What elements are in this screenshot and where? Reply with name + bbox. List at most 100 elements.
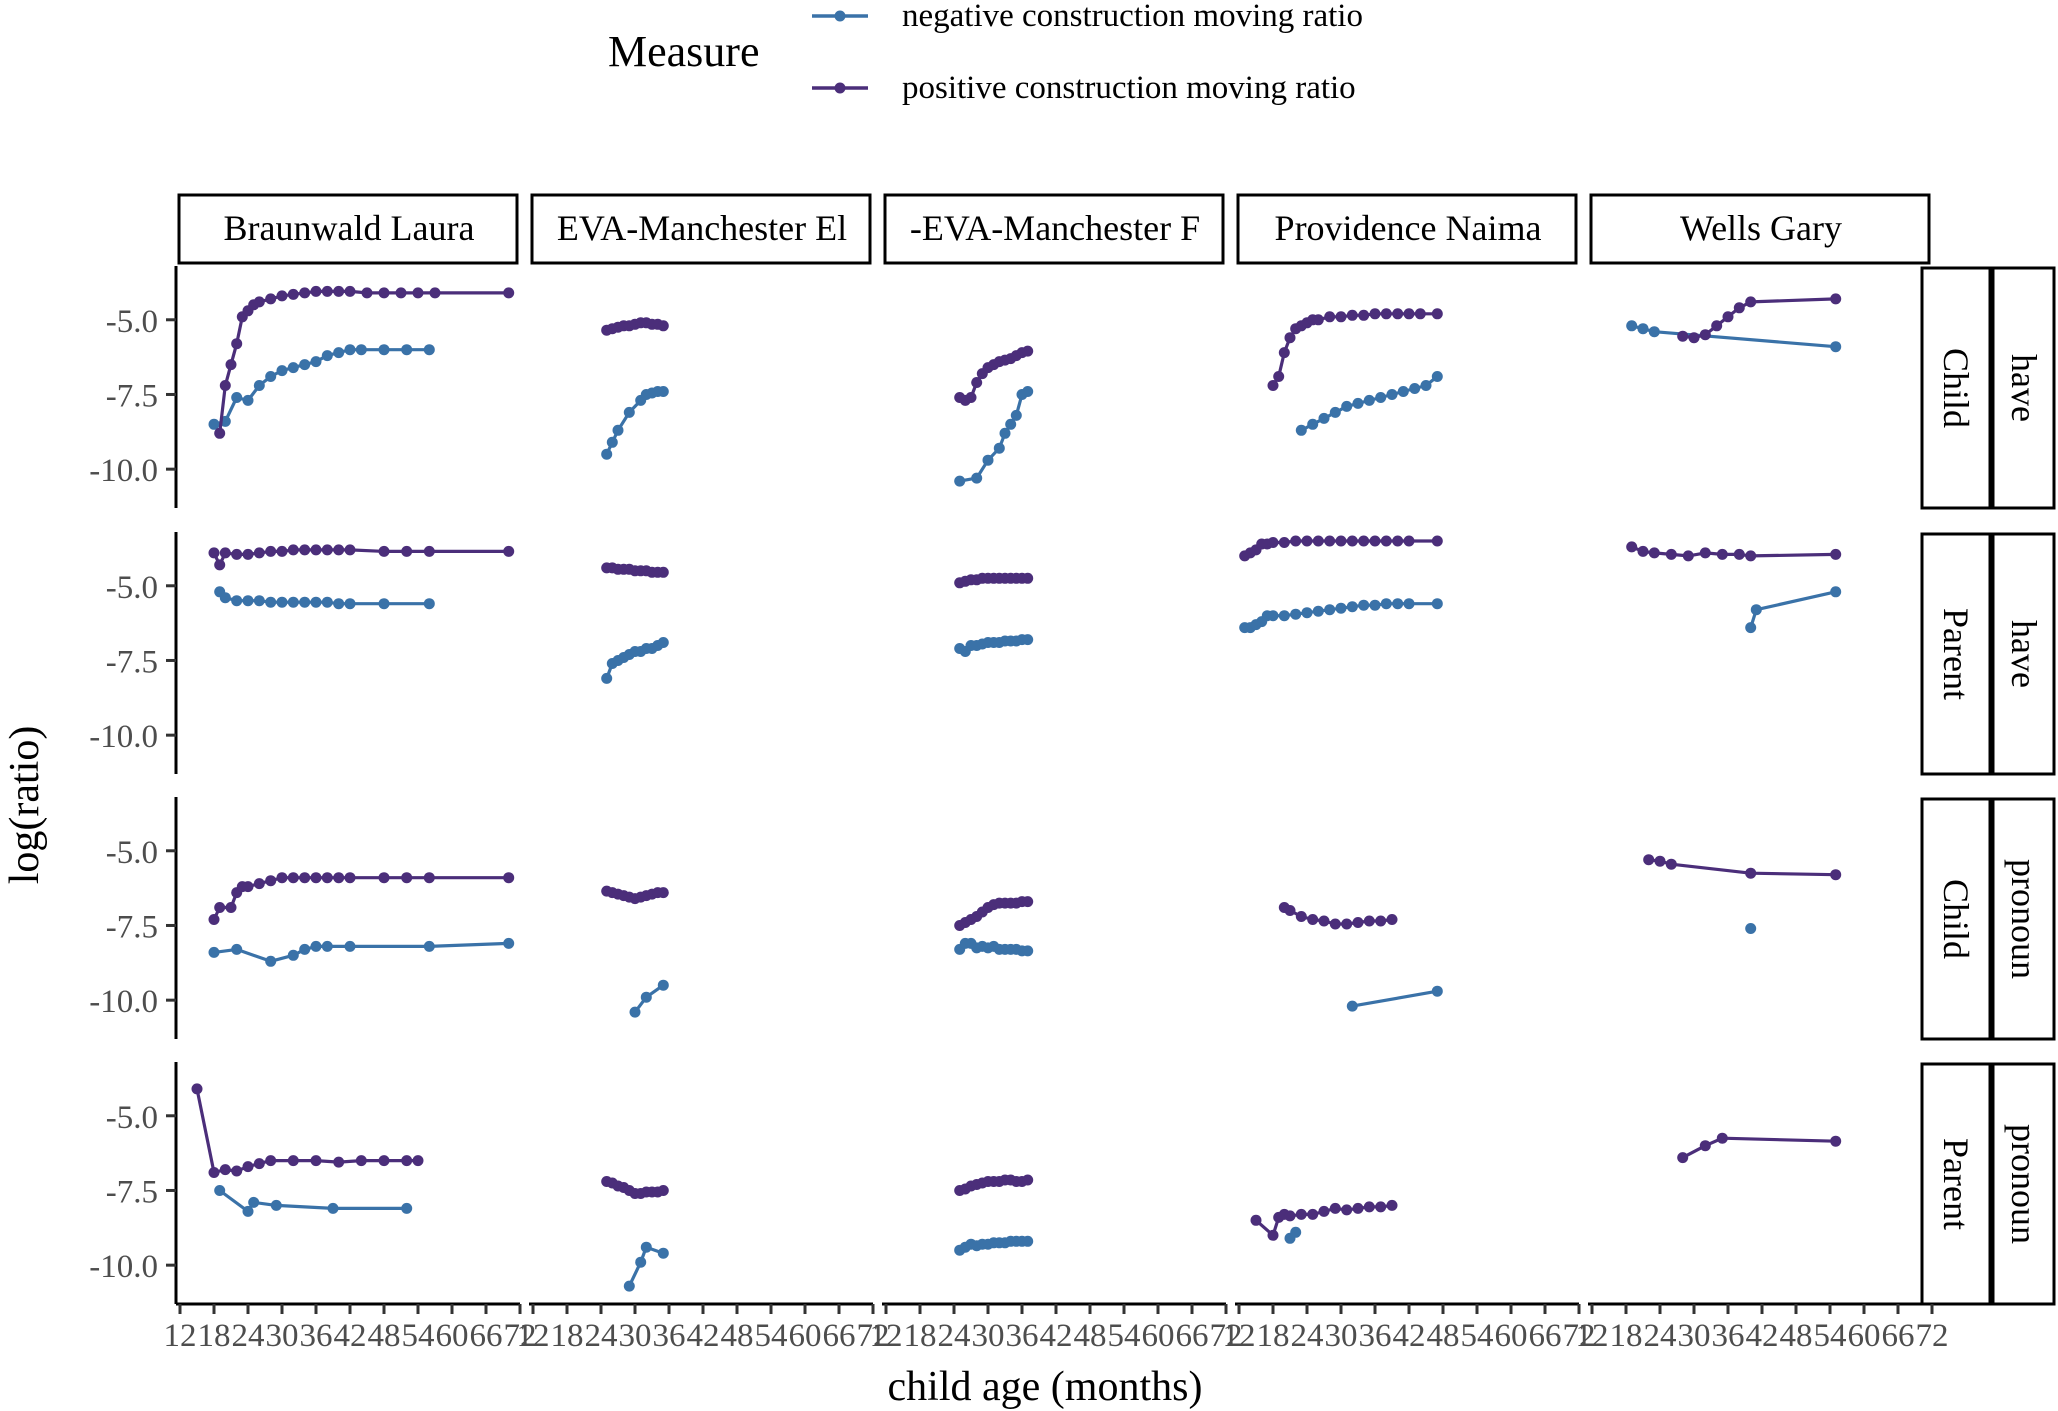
y-tick-label: -7.5	[106, 1174, 158, 1210]
positive-point	[214, 427, 226, 439]
negative-point	[1358, 599, 1370, 611]
strip-box	[177, 193, 519, 265]
positive-point	[287, 872, 299, 884]
negative-point	[1290, 1226, 1302, 1238]
positive-point	[219, 1164, 231, 1176]
positive-point	[1284, 905, 1296, 916]
positive-point	[333, 1156, 345, 1168]
positive-point	[1733, 302, 1745, 314]
positive-point	[333, 872, 345, 884]
negative-series	[1626, 320, 1842, 353]
positive-point	[1341, 1204, 1353, 1216]
strip-box	[883, 193, 1225, 265]
positive-point	[1403, 308, 1415, 320]
negative-point	[253, 595, 265, 607]
negative-point	[1380, 598, 1392, 610]
positive-point	[1358, 535, 1370, 547]
negative-point	[242, 1205, 254, 1217]
x-tick-label: 60	[1495, 1318, 1528, 1354]
strip-box-speaker	[1920, 532, 1992, 776]
negative-point	[265, 955, 277, 967]
panel	[1267, 308, 1443, 436]
x-tick-label: 48	[1780, 1318, 1813, 1354]
x-tick-label: 66	[823, 1318, 856, 1354]
x-axis: 12 18 24 30 36 42 48 54 60 66 72	[517, 1302, 890, 1354]
negative-point	[333, 598, 345, 610]
negative-point	[321, 350, 333, 362]
positive-series	[1278, 902, 1398, 930]
y-tick-label: -5.0	[106, 570, 158, 606]
x-tick-label: 24	[1291, 1318, 1324, 1354]
positive-point	[423, 872, 435, 884]
negative-point	[629, 1006, 641, 1018]
x-tick-label: 72	[1210, 1318, 1243, 1354]
negative-point	[321, 596, 333, 608]
negative-point	[310, 356, 322, 368]
positive-point	[321, 544, 333, 556]
x-tick-label: 42	[1393, 1318, 1426, 1354]
panel	[1626, 541, 1842, 634]
negative-point	[1830, 341, 1842, 353]
panel	[601, 562, 669, 684]
positive-point	[333, 544, 345, 556]
positive-point	[503, 872, 515, 884]
positive-point	[1637, 545, 1649, 557]
y-axis: -5.0 -7.5 -10.0	[89, 266, 178, 508]
positive-point	[1358, 309, 1370, 321]
positive-point	[1346, 535, 1358, 547]
column-strip: -EVA-Manchester F	[883, 193, 1225, 265]
positive-point	[1745, 867, 1757, 879]
x-tick-label: 30	[1678, 1318, 1711, 1354]
positive-series-line	[1648, 858, 1836, 877]
negative-point	[1750, 604, 1762, 616]
positive-point	[265, 875, 277, 887]
positive-point	[253, 878, 265, 890]
x-tick-label: 72	[504, 1318, 537, 1354]
negative-point	[1010, 409, 1022, 421]
strip-label-speaker: Child	[1936, 348, 1976, 428]
x-tick-label: 36	[653, 1318, 686, 1354]
panel	[601, 1176, 669, 1292]
positive-point	[1665, 548, 1677, 560]
negative-point	[299, 943, 311, 955]
positive-series-line	[218, 289, 509, 434]
positive-point	[503, 545, 515, 557]
positive-series	[601, 885, 669, 905]
positive-point	[1682, 550, 1694, 562]
y-tick-label: -10.0	[89, 984, 158, 1020]
y-tick-label: -7.5	[106, 644, 158, 680]
x-tick-label: 12	[517, 1318, 550, 1354]
negative-point	[401, 344, 413, 356]
positive-point	[1284, 1210, 1296, 1222]
panel	[191, 1083, 424, 1217]
negative-point	[423, 344, 435, 356]
positive-point	[412, 1155, 424, 1167]
negative-point	[623, 1280, 635, 1292]
negative-point	[242, 595, 254, 607]
negative-point	[999, 427, 1011, 439]
legend-marker	[834, 82, 846, 94]
negative-point	[971, 472, 983, 484]
panel	[601, 885, 669, 1018]
column-strip: EVA-Manchester El	[530, 193, 872, 265]
legend-entry: positive construction moving ratio	[812, 70, 1356, 106]
negative-point	[954, 475, 966, 487]
negative-point	[1648, 326, 1660, 338]
strip-label: Providence Naima	[1275, 208, 1542, 248]
positive-point	[191, 1083, 203, 1095]
negative-point	[333, 347, 345, 359]
positive-series	[601, 1176, 669, 1199]
positive-point	[253, 1158, 265, 1170]
axes: -5.0-7.5-10.0-5.0-7.5-10.0-5.0-7.5-10.0-…	[89, 266, 1949, 1354]
panel	[1677, 1132, 1842, 1164]
positive-point	[1267, 537, 1279, 548]
positive-point	[965, 392, 977, 403]
x-tick-label: 66	[1176, 1318, 1209, 1354]
y-axis: -5.0 -7.5 -10.0	[89, 532, 178, 774]
x-axis: 12 18 24 30 36 42 48 54 60 66 72	[164, 1302, 537, 1354]
positive-series	[208, 872, 515, 925]
positive-point	[276, 872, 288, 884]
positive-point	[225, 359, 237, 371]
positive-point	[1716, 548, 1728, 560]
